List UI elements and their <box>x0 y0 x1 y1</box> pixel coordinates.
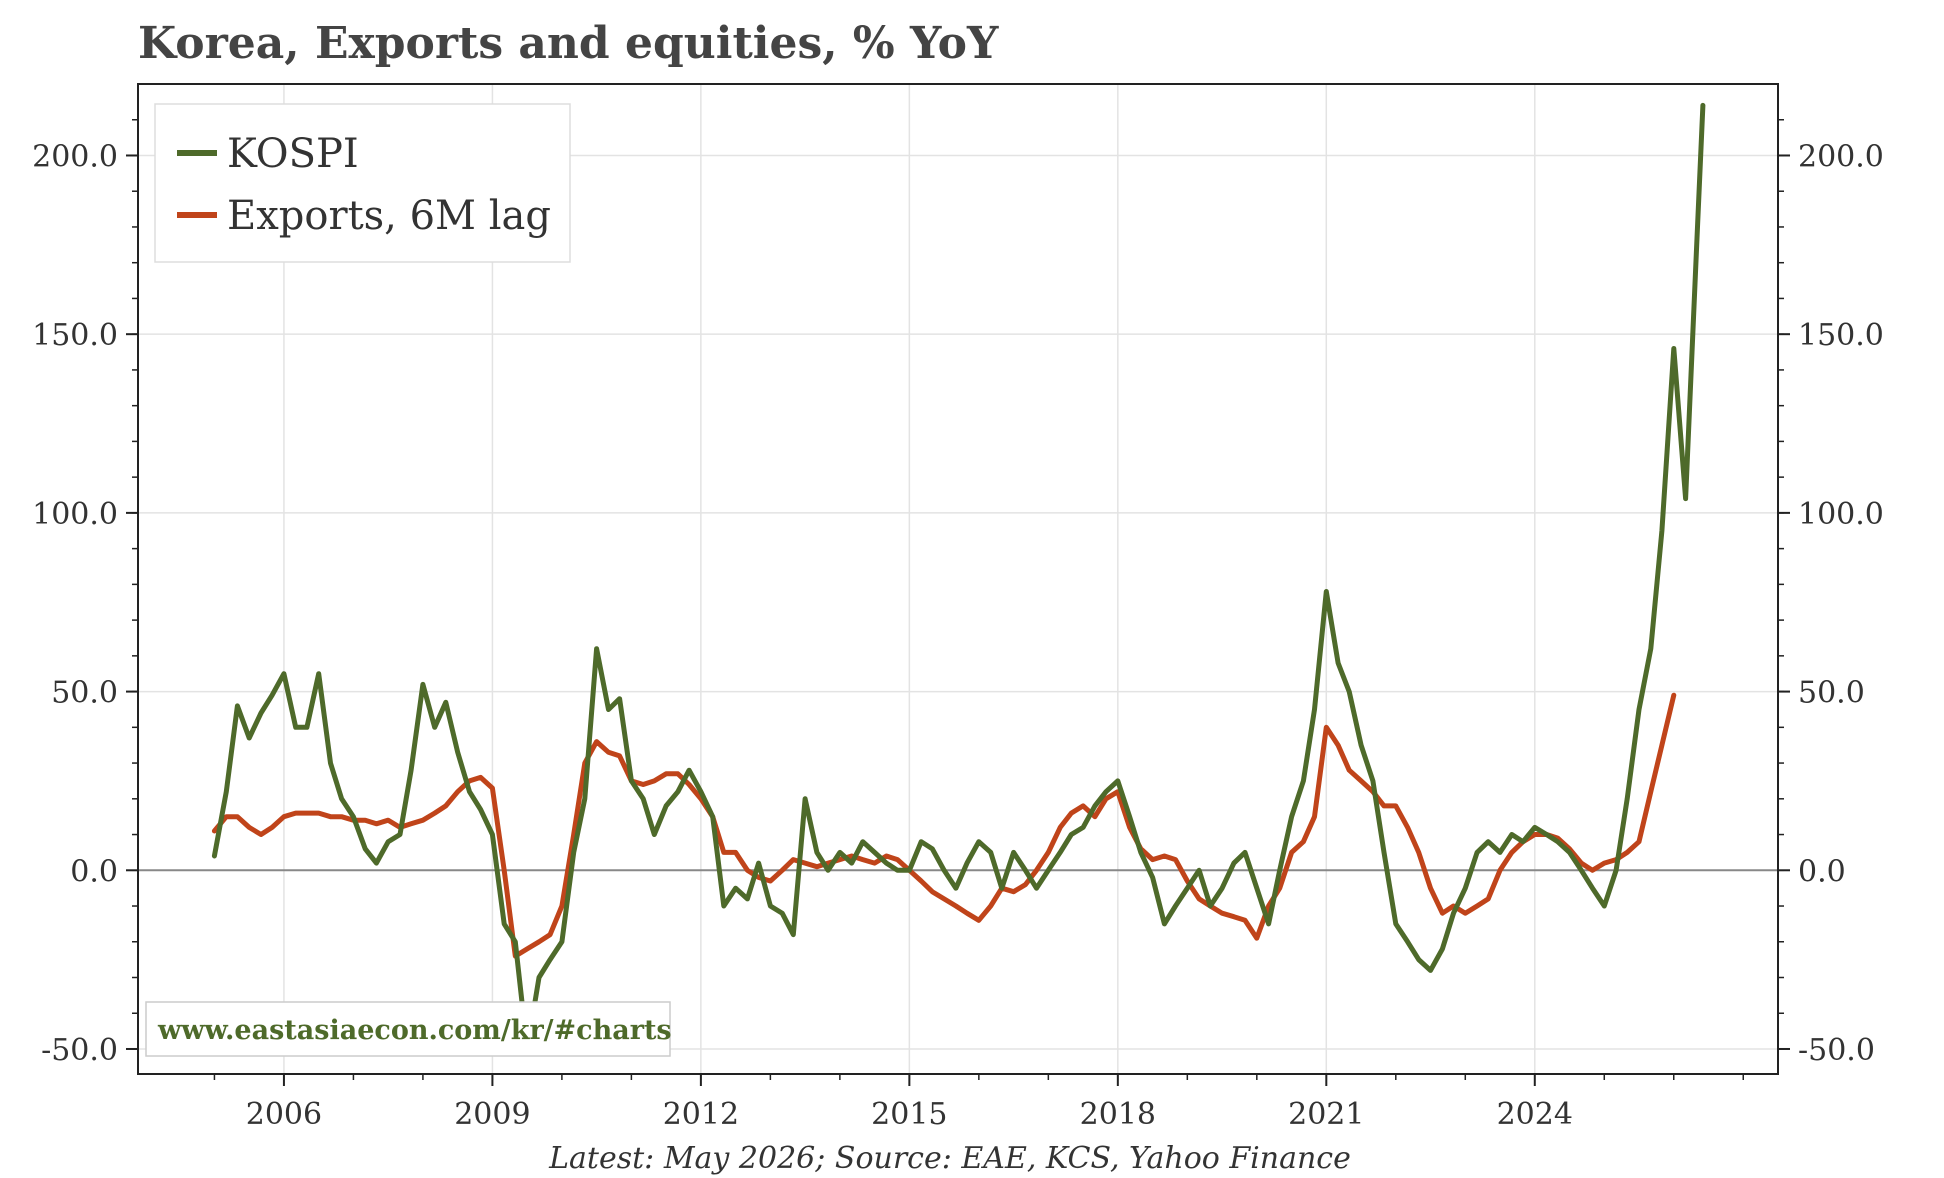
x-tick-label: 2018 <box>1080 1097 1156 1132</box>
x-tick-label: 2006 <box>246 1097 322 1132</box>
legend: KOSPI Exports, 6M lag <box>154 103 571 263</box>
y-tick-label-left: 100.0 <box>32 497 118 532</box>
watermark-box <box>145 1001 671 1057</box>
watermark-text: www.eastasiaecon.com/kr/#charts <box>157 1015 672 1046</box>
series-line-kospi <box>211 102 1706 1052</box>
legend-box <box>154 103 571 263</box>
y-tick-label-right: -50.0 <box>1798 1033 1875 1068</box>
x-tick-label: 2024 <box>1497 1097 1573 1132</box>
y-tick-label-right: 50.0 <box>1798 676 1865 711</box>
legend-label-exports: Exports, 6M lag <box>227 193 551 239</box>
y-tick-label-right: 200.0 <box>1798 139 1884 174</box>
watermark: www.eastasiaecon.com/kr/#charts <box>145 1001 672 1057</box>
x-tick-label: 2021 <box>1288 1097 1364 1132</box>
legend-label-kospi: KOSPI <box>227 131 359 177</box>
y-tick-label-right: 100.0 <box>1798 497 1884 532</box>
y-tick-label-right: 150.0 <box>1798 318 1884 353</box>
y-tick-label-left: 150.0 <box>32 318 118 353</box>
y-tick-label-left: 200.0 <box>32 139 118 174</box>
x-tick-label: 2009 <box>454 1097 530 1132</box>
source-note: Latest: May 2026; Source: EAE, KCS, Yaho… <box>548 1141 1351 1176</box>
chart-title: Korea, Exports and equities, % YoY <box>138 18 999 69</box>
series-line-exports <box>211 692 1677 959</box>
y-tick-label-left: -50.0 <box>41 1033 118 1068</box>
y-tick-label-right: 0.0 <box>1798 854 1846 889</box>
plot-frame <box>137 83 1779 1075</box>
y-tick-label-left: 50.0 <box>51 676 118 711</box>
y-tick-label-left: 0.0 <box>70 854 118 889</box>
x-tick-label: 2012 <box>663 1097 739 1132</box>
x-tick-label: 2015 <box>871 1097 947 1132</box>
axes-layer: -50.0 -50.0 0.0 0.0 50.0 50.0 100.0 100.0 150.0 1… <box>32 83 1884 1132</box>
series-layer <box>211 102 1706 1052</box>
